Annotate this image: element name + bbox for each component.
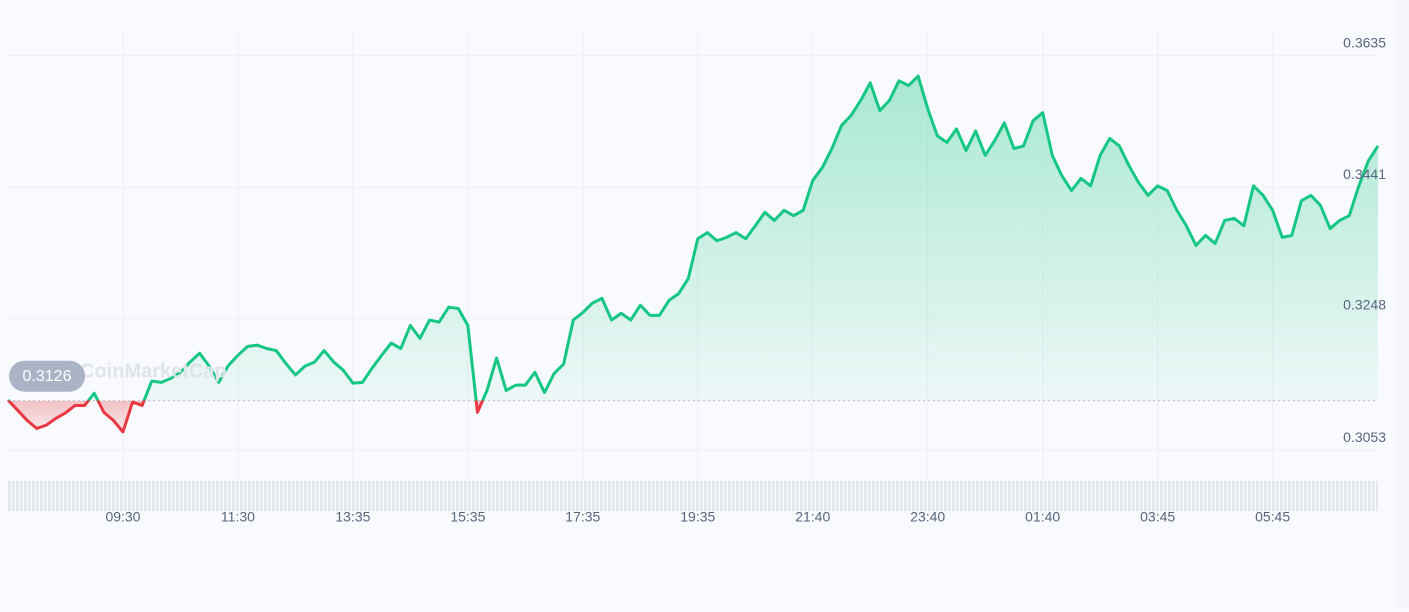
x-tick-label: 19:35 [680, 509, 715, 525]
watermark: CoinMarketCap [80, 360, 227, 382]
x-tick-label: 03:45 [1140, 509, 1175, 525]
panel-edge [1396, 0, 1409, 607]
y-tick-label: 0.3248 [1343, 297, 1386, 313]
x-tick-label: 15:35 [450, 509, 485, 525]
plot [6, 74, 1380, 434]
y-tick-label: 0.3441 [1343, 166, 1386, 182]
x-tick-label: 05:45 [1255, 509, 1290, 525]
x-tick-label: 23:40 [910, 509, 945, 525]
price-line [6, 74, 1380, 434]
x-tick-label: 17:35 [565, 509, 600, 525]
x-tick-label: 01:40 [1025, 509, 1060, 525]
x-tick-label: 21:40 [795, 509, 830, 525]
reference-label: 0.3126 [23, 368, 72, 385]
x-tick-label: 11:30 [221, 509, 255, 525]
x-tick-label: 13:35 [335, 509, 370, 525]
x-tick-label: 09:30 [105, 509, 140, 525]
y-tick-label: 0.3053 [1343, 429, 1386, 445]
area-up [8, 76, 1378, 401]
y-tick-label: 0.3635 [1343, 34, 1386, 50]
volume-strip [7, 481, 1378, 511]
reference-pill [9, 360, 85, 392]
